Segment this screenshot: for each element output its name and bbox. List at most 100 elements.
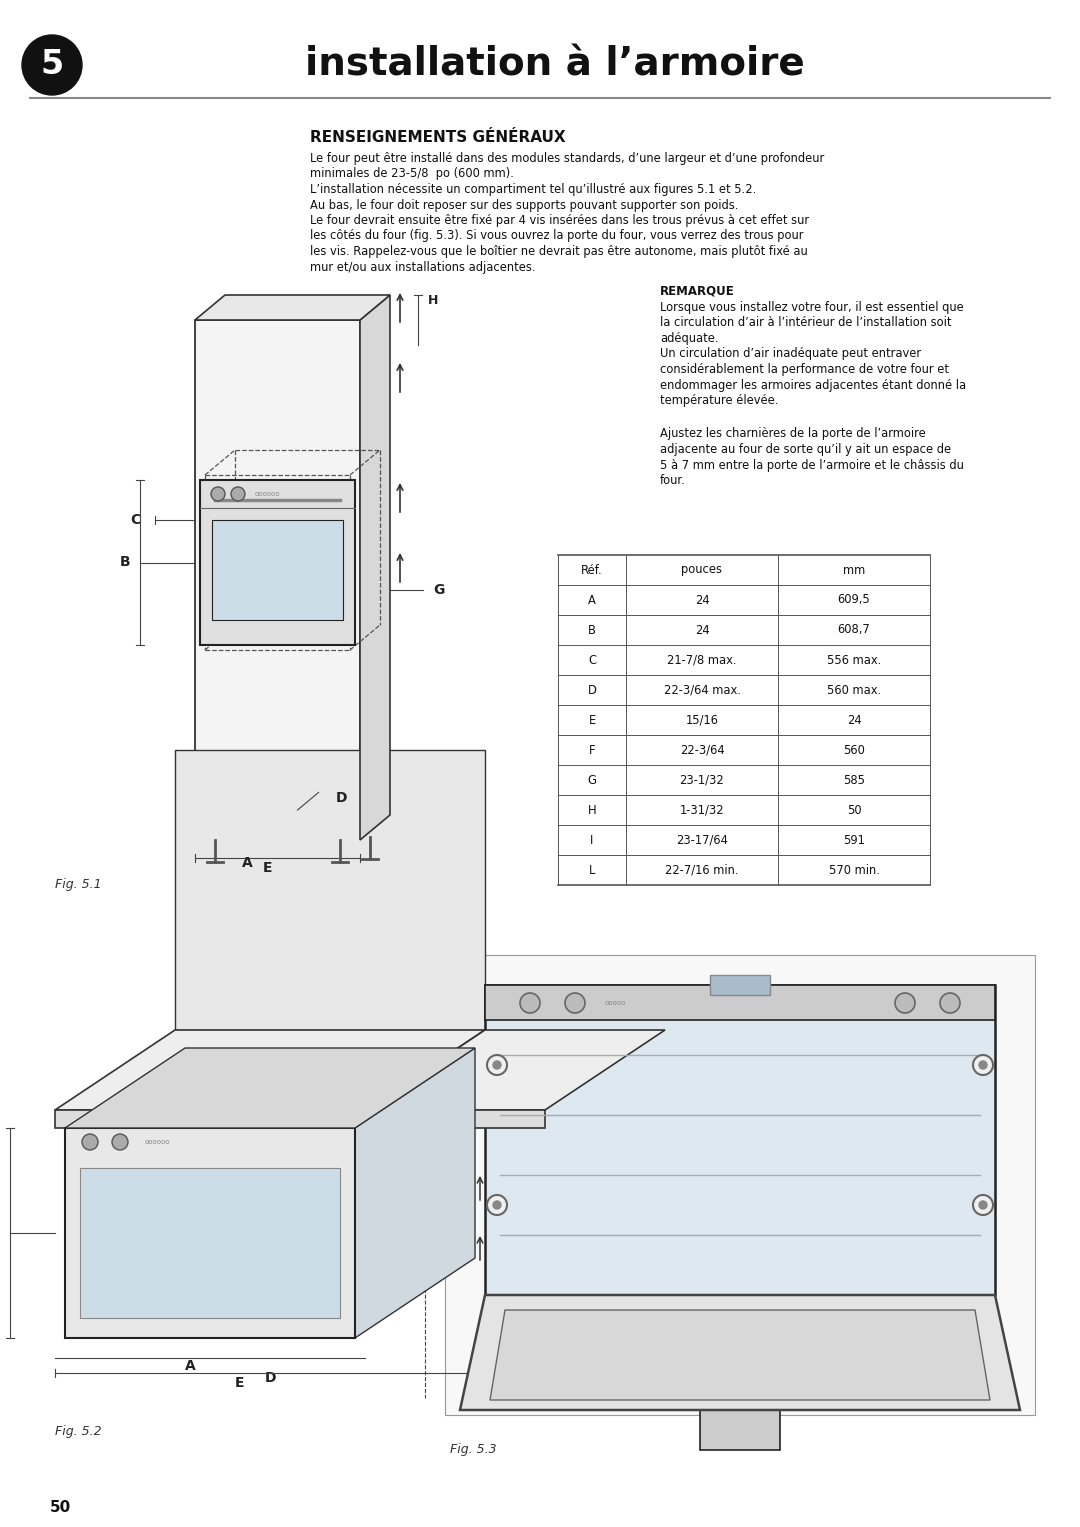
Text: B: B bbox=[588, 623, 596, 637]
Text: 50: 50 bbox=[847, 803, 862, 817]
Text: G: G bbox=[433, 583, 444, 597]
Text: mur et/ou aux installations adjacentes.: mur et/ou aux installations adjacentes. bbox=[310, 261, 536, 273]
Text: Ajustez les charnières de la porte de l’armoire: Ajustez les charnières de la porte de l’… bbox=[660, 428, 926, 440]
Text: D: D bbox=[265, 1371, 275, 1385]
Circle shape bbox=[973, 1196, 993, 1215]
Text: Lorsque vous installez votre four, il est essentiel que: Lorsque vous installez votre four, il es… bbox=[660, 301, 963, 315]
Bar bbox=[485, 985, 995, 1295]
Bar bbox=[445, 954, 1035, 1416]
Circle shape bbox=[978, 1202, 987, 1209]
Circle shape bbox=[978, 1061, 987, 1069]
Text: la circulation d’air à l’intérieur de l’installation soit: la circulation d’air à l’intérieur de l’… bbox=[660, 316, 951, 330]
Text: installation à l’armoire: installation à l’armoire bbox=[306, 46, 805, 84]
Bar bbox=[485, 985, 995, 1020]
Text: F: F bbox=[266, 1086, 274, 1099]
Text: L’installation nécessite un compartiment tel qu’illustré aux figures 5.1 et 5.2.: L’installation nécessite un compartiment… bbox=[310, 183, 756, 195]
Bar bbox=[195, 321, 360, 840]
Text: 22-7/16 min.: 22-7/16 min. bbox=[665, 863, 739, 876]
Text: 5: 5 bbox=[40, 49, 64, 81]
Circle shape bbox=[22, 35, 82, 95]
Text: adjacente au four de sorte qu’il y ait un espace de: adjacente au four de sorte qu’il y ait u… bbox=[660, 443, 951, 457]
Text: 560 max.: 560 max. bbox=[827, 684, 881, 696]
Bar bbox=[80, 1168, 340, 1318]
Text: 24: 24 bbox=[694, 594, 710, 606]
Text: C: C bbox=[130, 513, 140, 527]
Text: 556 max.: 556 max. bbox=[827, 654, 881, 666]
Text: G: G bbox=[588, 774, 596, 786]
Text: Réf.: Réf. bbox=[581, 563, 603, 577]
Text: les vis. Rappelez-vous que le boîtier ne devrait pas être autonome, mais plutôt : les vis. Rappelez-vous que le boîtier ne… bbox=[310, 244, 808, 258]
Text: minimales de 23-5/8  po (600 mm).: minimales de 23-5/8 po (600 mm). bbox=[310, 168, 514, 180]
Text: A: A bbox=[242, 857, 253, 870]
Text: 23-17/64: 23-17/64 bbox=[676, 834, 728, 846]
Text: 15/16: 15/16 bbox=[686, 713, 718, 727]
Text: E: E bbox=[589, 713, 596, 727]
Circle shape bbox=[492, 1202, 501, 1209]
Text: les côtés du four (fig. 5.3). Si vous ouvrez la porte du four, vous verrez des t: les côtés du four (fig. 5.3). Si vous ou… bbox=[310, 229, 804, 243]
Text: température élevée.: température élevée. bbox=[660, 394, 779, 408]
Circle shape bbox=[487, 1196, 507, 1215]
Bar bbox=[212, 521, 343, 620]
Circle shape bbox=[519, 993, 540, 1012]
Text: Fig. 5.2: Fig. 5.2 bbox=[55, 1425, 102, 1438]
Text: 22-3/64 max.: 22-3/64 max. bbox=[663, 684, 741, 696]
Text: adéquate.: adéquate. bbox=[660, 331, 718, 345]
Text: C: C bbox=[588, 654, 596, 666]
Text: REMARQUE: REMARQUE bbox=[660, 286, 734, 298]
Polygon shape bbox=[55, 1031, 485, 1110]
Text: Au bas, le four doit reposer sur des supports pouvant supporter son poids.: Au bas, le four doit reposer sur des sup… bbox=[310, 199, 739, 212]
Text: 21-7/8 max.: 21-7/8 max. bbox=[667, 654, 737, 666]
Text: 22-3/64: 22-3/64 bbox=[679, 744, 725, 756]
Text: D: D bbox=[336, 791, 347, 805]
Text: RENSEIGNEMENTS GÉNÉRAUX: RENSEIGNEMENTS GÉNÉRAUX bbox=[310, 130, 566, 145]
Text: 50: 50 bbox=[50, 1500, 71, 1515]
Circle shape bbox=[231, 487, 245, 501]
Text: 609,5: 609,5 bbox=[838, 594, 870, 606]
Polygon shape bbox=[355, 1048, 475, 1338]
Polygon shape bbox=[65, 1048, 475, 1128]
Text: L: L bbox=[621, 1226, 630, 1240]
Text: oooooo: oooooo bbox=[255, 492, 281, 496]
Text: four.: four. bbox=[660, 473, 686, 487]
Text: H: H bbox=[588, 803, 596, 817]
Text: 585: 585 bbox=[843, 774, 865, 786]
Circle shape bbox=[82, 1135, 98, 1150]
Text: Fig. 5.3: Fig. 5.3 bbox=[450, 1443, 497, 1457]
Text: pouces: pouces bbox=[681, 563, 723, 577]
Text: B: B bbox=[120, 556, 131, 570]
Polygon shape bbox=[175, 750, 485, 1031]
Text: 570 min.: 570 min. bbox=[828, 863, 879, 876]
Polygon shape bbox=[365, 1110, 545, 1128]
Text: oooooo: oooooo bbox=[145, 1139, 171, 1145]
Polygon shape bbox=[55, 1110, 365, 1128]
Polygon shape bbox=[365, 1031, 485, 1128]
Text: I: I bbox=[591, 834, 594, 846]
Text: 1-31/32: 1-31/32 bbox=[679, 803, 725, 817]
Text: endommager les armoires adjacentes étant donné la: endommager les armoires adjacentes étant… bbox=[660, 379, 967, 391]
Circle shape bbox=[487, 1055, 507, 1075]
Text: F: F bbox=[293, 536, 302, 550]
Text: A: A bbox=[185, 1359, 195, 1373]
Polygon shape bbox=[460, 1295, 1020, 1409]
Text: L: L bbox=[589, 863, 595, 876]
Text: 5 à 7 mm entre la porte de l’armoire et le châssis du: 5 à 7 mm entre la porte de l’armoire et … bbox=[660, 458, 963, 472]
Text: ooooo: ooooo bbox=[605, 1000, 626, 1006]
Text: E: E bbox=[262, 861, 272, 875]
Text: 608,7: 608,7 bbox=[838, 623, 870, 637]
Text: 591: 591 bbox=[843, 834, 865, 846]
Circle shape bbox=[112, 1135, 129, 1150]
Circle shape bbox=[565, 993, 585, 1012]
Polygon shape bbox=[360, 295, 390, 840]
Text: Le four peut être installé dans des modules standards, d’une largeur et d’une pr: Le four peut être installé dans des modu… bbox=[310, 153, 824, 165]
Bar bbox=[710, 976, 770, 996]
Text: 24: 24 bbox=[694, 623, 710, 637]
Text: H: H bbox=[428, 293, 438, 307]
Text: considérablement la performance de votre four et: considérablement la performance de votre… bbox=[660, 363, 949, 376]
Text: Un circulation d’air inadéquate peut entraver: Un circulation d’air inadéquate peut ent… bbox=[660, 348, 921, 360]
Text: 23-1/32: 23-1/32 bbox=[679, 774, 725, 786]
Text: Fig. 5.1: Fig. 5.1 bbox=[55, 878, 102, 890]
Polygon shape bbox=[490, 1310, 990, 1400]
Bar bbox=[200, 479, 355, 644]
Bar bbox=[700, 1409, 780, 1451]
Polygon shape bbox=[195, 295, 390, 321]
